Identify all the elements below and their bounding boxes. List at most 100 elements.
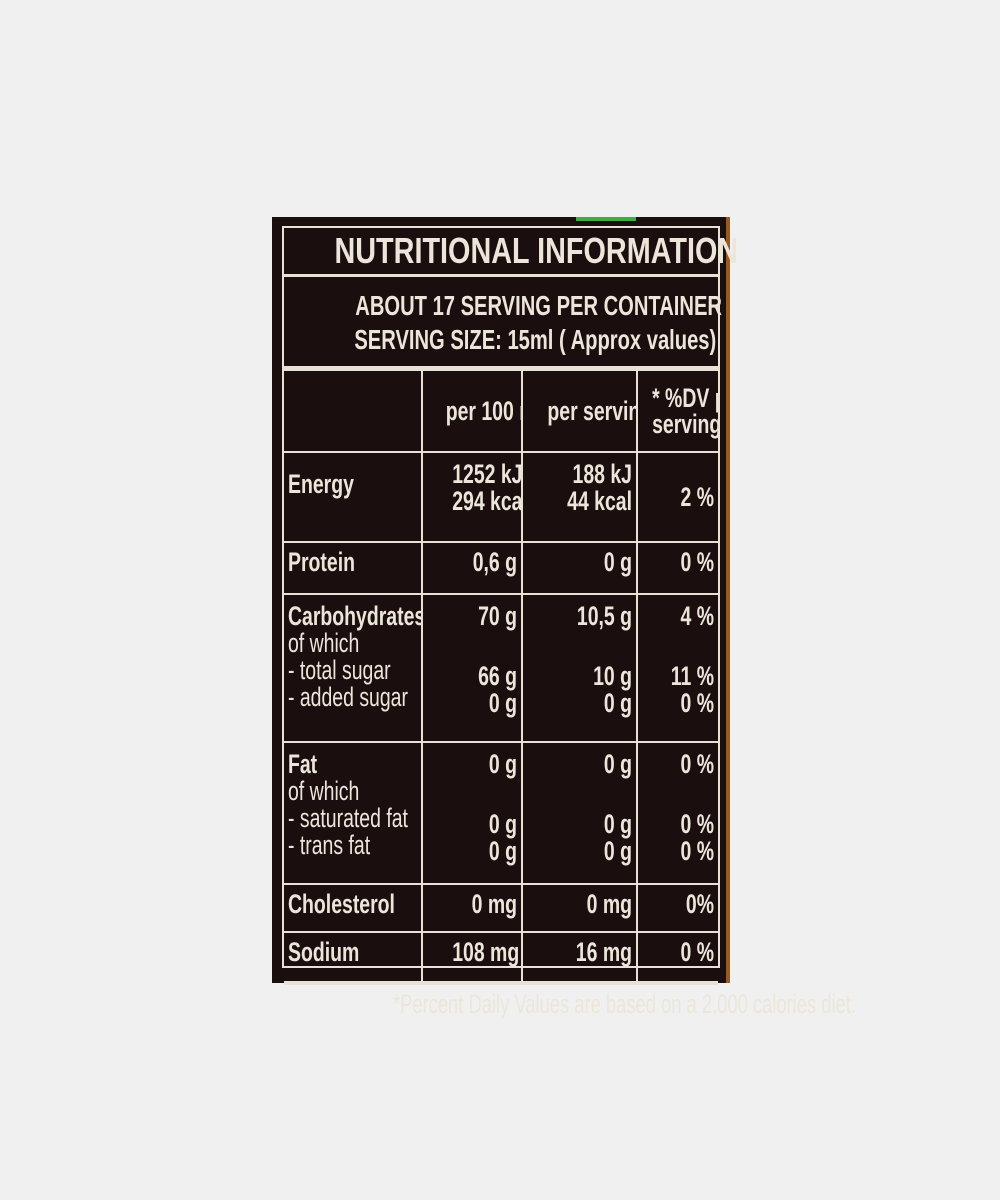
cell-dv: 0 % (636, 541, 718, 595)
cell-label: Energy (284, 451, 423, 543)
nutrient-value: 0% (685, 889, 714, 919)
nutrient-value (452, 630, 517, 657)
nutrient-value (662, 630, 714, 657)
nutrient-value: 0 mg (586, 889, 632, 919)
nutrient-value: 4 % (680, 601, 714, 631)
serving-info: ABOUT 17 SERVING PER CONTAINER SERVING S… (284, 277, 722, 369)
nutrient-value: 0 g (603, 836, 632, 866)
header-per-100ml: per 100 ml (421, 369, 523, 453)
table-row: Cholesterol 0 mg 0 mg 0% (284, 883, 718, 933)
header-text: serving (652, 409, 718, 439)
nutrient-value: 0 g (488, 749, 517, 779)
nutrient-label: Energy (288, 469, 354, 499)
nutrient-label: Sodium (288, 937, 360, 967)
nutrient-value: 66 g (478, 661, 517, 691)
footnote-text: *Percent Daily Values are based on a 2,0… (392, 989, 856, 1019)
header-row: per 100 ml per serving * %DV perserving (284, 369, 718, 453)
nutrient-value: 0 % (680, 809, 714, 839)
nutrient-label: Cholesterol (288, 889, 395, 919)
nutrient-value (556, 778, 632, 805)
nutrient-label: Carbohydrates (288, 601, 422, 631)
nutrient-value: 70 g (478, 601, 517, 631)
cell-label: Protein (284, 541, 423, 595)
header-text: per 100 ml (445, 395, 520, 426)
cell-serving: 16 mg (521, 931, 638, 983)
nutrient-value: 0 % (680, 836, 714, 866)
nutrient-value (452, 778, 517, 805)
nutrient-value: 10,5 g (576, 601, 632, 631)
table-row: Carbohydrates of which - total sugar - adde… (284, 593, 718, 743)
nutrient-value: 188 kJ (572, 459, 632, 489)
cell-per100: 1252 kJ 294 kcal (421, 451, 523, 543)
nutrient-value: 2 % (680, 481, 714, 512)
table-row: Fat of which - saturated fat - trans fat 0 g… (284, 741, 718, 885)
cell-dv: 4 % 11 % 0 % (636, 593, 718, 743)
cell-dv: 0% (636, 883, 718, 933)
label-title: NUTRITIONAL INFORMATION (284, 228, 738, 277)
nutrient-value: 10 g (593, 661, 632, 691)
nutrient-value: 0 g (603, 688, 632, 718)
cell-per100: 0 mg (421, 883, 523, 933)
nutrient-value: 0 g (603, 547, 632, 577)
header-dv: * %DV perserving (636, 369, 718, 453)
nutrient-label: - saturated fat (288, 803, 408, 833)
table-row: Protein 0,6 g 0 g 0 % (284, 541, 718, 595)
nutrient-label: - trans fat (288, 830, 371, 860)
cell-label: Cholesterol (284, 883, 423, 933)
green-accent-strip (576, 217, 636, 221)
footnote: *Percent Daily Values are based on a 2,0… (284, 983, 856, 1023)
nutrient-value: 11 % (670, 661, 714, 691)
title-text: NUTRITIONAL INFORMATION (334, 230, 739, 271)
servings-per-container: ABOUT 17 SERVING PER CONTAINER (355, 290, 722, 321)
nutrient-value: 16 mg (575, 937, 632, 967)
nutrient-value: 44 kcal (567, 486, 632, 516)
cell-per100: 0,6 g (421, 541, 523, 595)
nutrient-value: 0 g (603, 809, 632, 839)
nutrient-value: 0 g (488, 688, 517, 718)
table-row: Sodium 108 mg 16 mg 0 % (284, 931, 718, 983)
nutrition-panel: NUTRITIONAL INFORMATION ABOUT 17 SERVING… (282, 226, 856, 1019)
cell-label: Sodium (284, 931, 423, 983)
nutrient-label: of which (288, 628, 360, 658)
nutrient-value: 0,6 g (472, 547, 517, 577)
cell-serving: 188 kJ 44 kcal (521, 451, 638, 543)
nutrition-table: per 100 ml per serving * %DV perserving … (284, 369, 718, 983)
cell-dv: 2 % (636, 451, 718, 543)
nutrient-value: 0 g (488, 809, 517, 839)
nutrient-label: - total sugar (288, 655, 391, 685)
nutrient-value: 0 % (680, 937, 714, 967)
header-blank (284, 369, 423, 453)
nutrient-value: 294 kcal (452, 486, 522, 516)
header-text: * %DV per (652, 383, 718, 413)
cell-label: Carbohydrates of which - total sugar - adde… (284, 593, 423, 743)
cell-label: Fat of which - saturated fat - trans fat (284, 741, 423, 885)
cell-serving: 0 g (521, 541, 638, 595)
nutrient-value (662, 778, 714, 805)
table-row: Energy 1252 kJ 294 kcal 188 kJ 44 kcal 2 % (284, 451, 718, 543)
nutrient-value: 1252 kJ (452, 459, 522, 489)
header-per-serving: per serving (521, 369, 638, 453)
nutrient-value: 0 g (488, 836, 517, 866)
cell-serving: 0 mg (521, 883, 638, 933)
nutrient-value: 0 % (680, 688, 714, 718)
nutrient-value: 108 mg (452, 937, 520, 967)
cell-dv: 0 % (636, 931, 718, 983)
nutrient-value (556, 630, 632, 657)
nutrient-label: of which (288, 776, 360, 806)
serving-size: SERVING SIZE: 15ml ( Approx values) (354, 324, 717, 355)
orange-edge-strip (726, 217, 730, 983)
header-text: per serving (547, 395, 635, 426)
cell-per100: 108 mg (421, 931, 523, 983)
nutrient-label: Fat (288, 749, 318, 779)
nutrient-value: 0 % (680, 749, 714, 779)
nutrient-value: 0 % (680, 547, 714, 577)
nutrient-value: 0 mg (471, 889, 517, 919)
nutrient-value: 0 g (603, 749, 632, 779)
cell-dv: 0 % 0 % 0 % (636, 741, 718, 885)
nutrient-label: - added sugar (288, 682, 408, 712)
nutrient-label: Protein (288, 547, 355, 577)
